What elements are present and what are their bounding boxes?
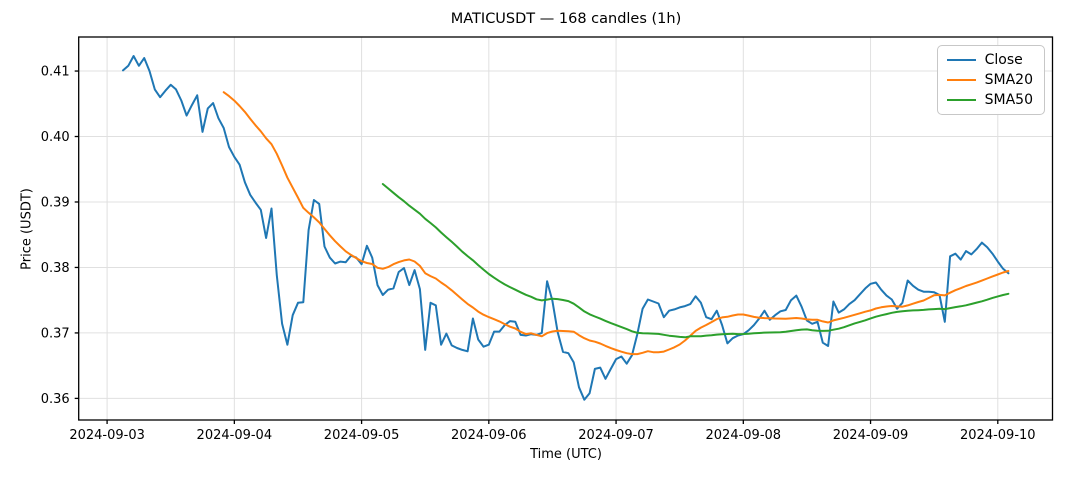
y-tick-label: 0.38 <box>41 261 70 276</box>
sma20-line <box>222 91 1010 356</box>
x-tick-label: 2024-09-07 <box>578 428 654 443</box>
sma50-line <box>381 183 1010 339</box>
x-tick-label: 2024-09-08 <box>706 428 782 443</box>
legend: Close SMA20 SMA50 <box>936 45 1045 115</box>
legend-item-close: Close <box>946 52 1033 68</box>
legend-item-sma20: SMA20 <box>946 72 1033 88</box>
plot-frame <box>78 36 1054 421</box>
legend-line-swatch-sma50 <box>946 99 976 101</box>
legend-line-swatch-sma20 <box>946 79 976 81</box>
y-tick-label: 0.39 <box>41 195 70 210</box>
legend-line-swatch-close <box>946 59 976 61</box>
x-tick-label: 2024-09-04 <box>197 428 273 443</box>
x-tick-label: 2024-09-10 <box>960 428 1036 443</box>
x-tick-label: 2024-09-05 <box>324 428 400 443</box>
y-tick-label: 0.41 <box>41 65 70 80</box>
y-tick-label: 0.36 <box>41 392 70 407</box>
x-tick-label: 2024-09-06 <box>451 428 527 443</box>
legend-label: SMA20 <box>984 72 1033 88</box>
legend-label: Close <box>984 52 1023 68</box>
y-tick-label: 0.40 <box>41 130 70 145</box>
x-axis-label: Time (UTC) <box>530 447 602 462</box>
legend-label: SMA50 <box>984 92 1033 108</box>
y-tick-label: 0.37 <box>41 326 70 341</box>
chart-title: MATICUSDT — 168 candles (1h) <box>450 11 682 27</box>
close-line <box>122 55 1010 401</box>
legend-item-sma50: SMA50 <box>946 92 1033 108</box>
x-tick-label: 2024-09-03 <box>69 428 145 443</box>
x-tick-label: 2024-09-09 <box>833 428 909 443</box>
